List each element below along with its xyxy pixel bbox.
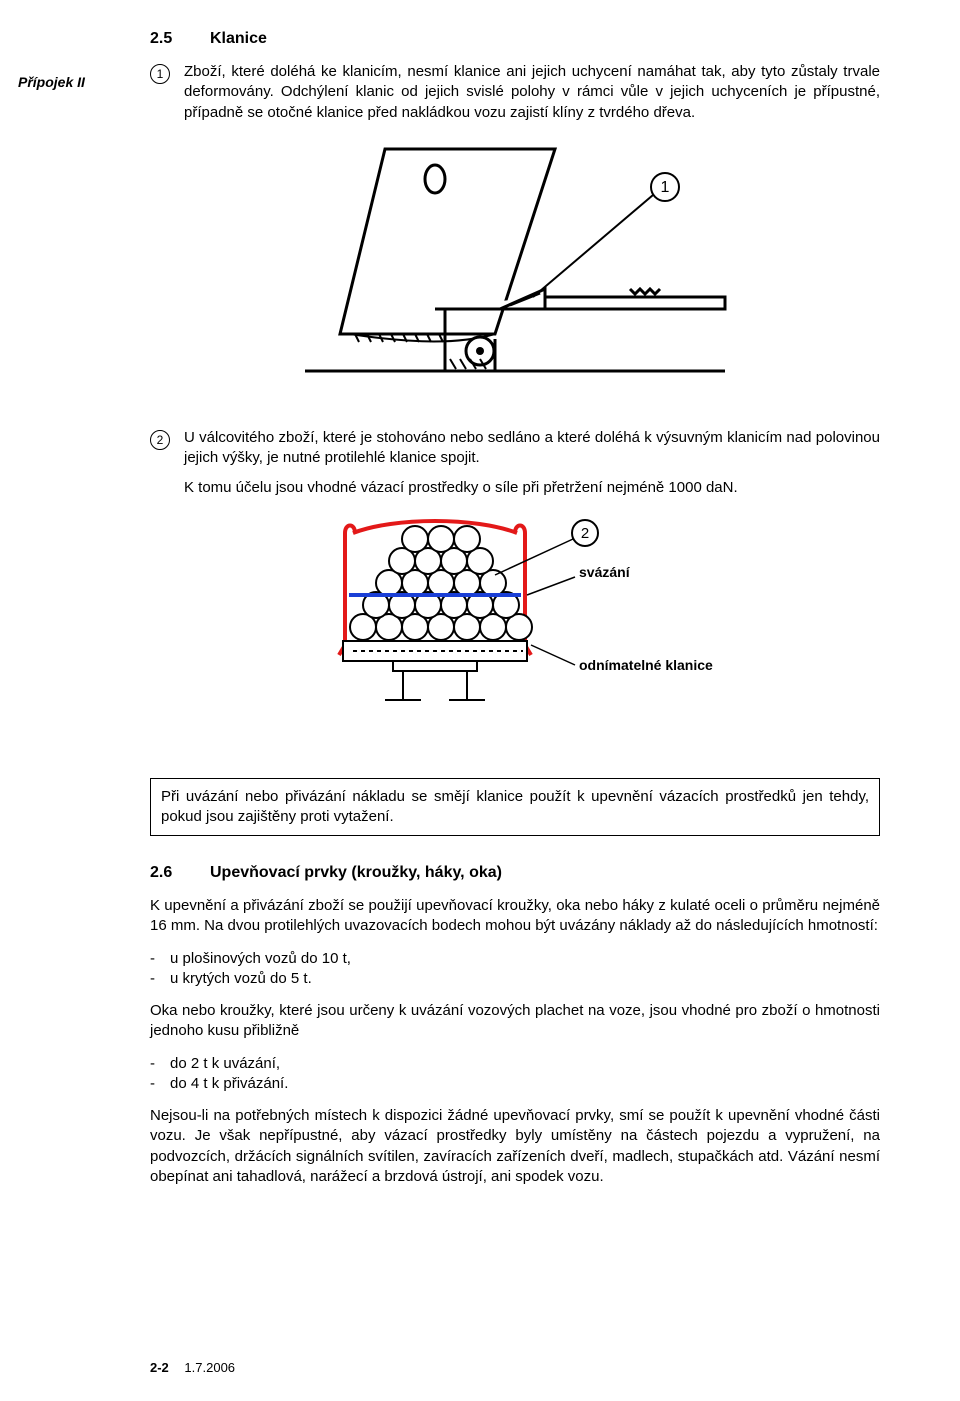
page-footer: 2-2 1.7.2006: [150, 1360, 235, 1375]
paragraph-1: 1 Zboží, které doléhá ke klanicím, nesmí…: [150, 62, 880, 123]
figure-2-label-bottom: odnímatelné klanice: [579, 657, 713, 673]
figure-1-svg: 1: [295, 139, 735, 399]
figure-2-label-top: svázání: [579, 564, 631, 580]
page: Přípojek II 2.5 Klanice 1 Zboží, které d…: [0, 0, 960, 1401]
figure-2: 2 svázání odnímatelné klanice: [150, 515, 880, 750]
note-box: Při uvázání nebo přivázání nákladu se sm…: [150, 778, 880, 837]
section26-title: Upevňovací prvky (kroužky, háky, oka): [210, 864, 502, 882]
figure-1: 1: [150, 139, 880, 404]
section-title: Klanice: [210, 30, 267, 48]
list-item: do 4 t k přivázání.: [150, 1074, 880, 1094]
paragraph-2: 2 U válcovitého zboží, které je stohován…: [150, 428, 880, 499]
section26-p3: Nejsou-li na potřebných místech k dispoz…: [150, 1106, 880, 1187]
list-item: u krytých vozů do 5 t.: [150, 969, 880, 989]
figure-1-callout: 1: [661, 179, 670, 196]
section26-heading: 2.6 Upevňovací prvky (kroužky, háky, oka…: [150, 864, 880, 882]
paragraph-number-1: 1: [150, 64, 170, 84]
paragraph-1-text: Zboží, které doléhá ke klanicím, nesmí k…: [184, 62, 880, 123]
figure-2-svg: 2 svázání odnímatelné klanice: [275, 515, 755, 745]
page-date: 1.7.2006: [184, 1360, 235, 1375]
page-number: 2-2: [150, 1360, 169, 1375]
paragraph-2b-text: K tomu účelu jsou vhodné vázací prostřed…: [184, 478, 880, 498]
section26-p1: K upevnění a přivázání zboží se použijí …: [150, 896, 880, 937]
section26-p2: Oka nebo kroužky, které jsou určeny k uv…: [150, 1001, 880, 1042]
body-column: 2.5 Klanice 1 Zboží, které doléhá ke kla…: [150, 30, 880, 1187]
section26-list2: do 2 t k uvázání, do 4 t k přivázání.: [150, 1054, 880, 1095]
section-number: 2.5: [150, 30, 186, 48]
paragraph-2a-text: U válcovitého zboží, které je stohováno …: [184, 428, 880, 469]
list-item: u plošinových vozů do 10 t,: [150, 949, 880, 969]
margin-note: Přípojek II: [18, 74, 85, 90]
section-heading: 2.5 Klanice: [150, 30, 880, 48]
paragraph-number-2: 2: [150, 430, 170, 450]
section26-list1: u plošinových vozů do 10 t, u krytých vo…: [150, 949, 880, 990]
figure-2-callout: 2: [581, 525, 589, 542]
section26-number: 2.6: [150, 864, 186, 882]
note-box-text: Při uvázání nebo přivázání nákladu se sm…: [161, 787, 869, 828]
list-item: do 2 t k uvázání,: [150, 1054, 880, 1074]
